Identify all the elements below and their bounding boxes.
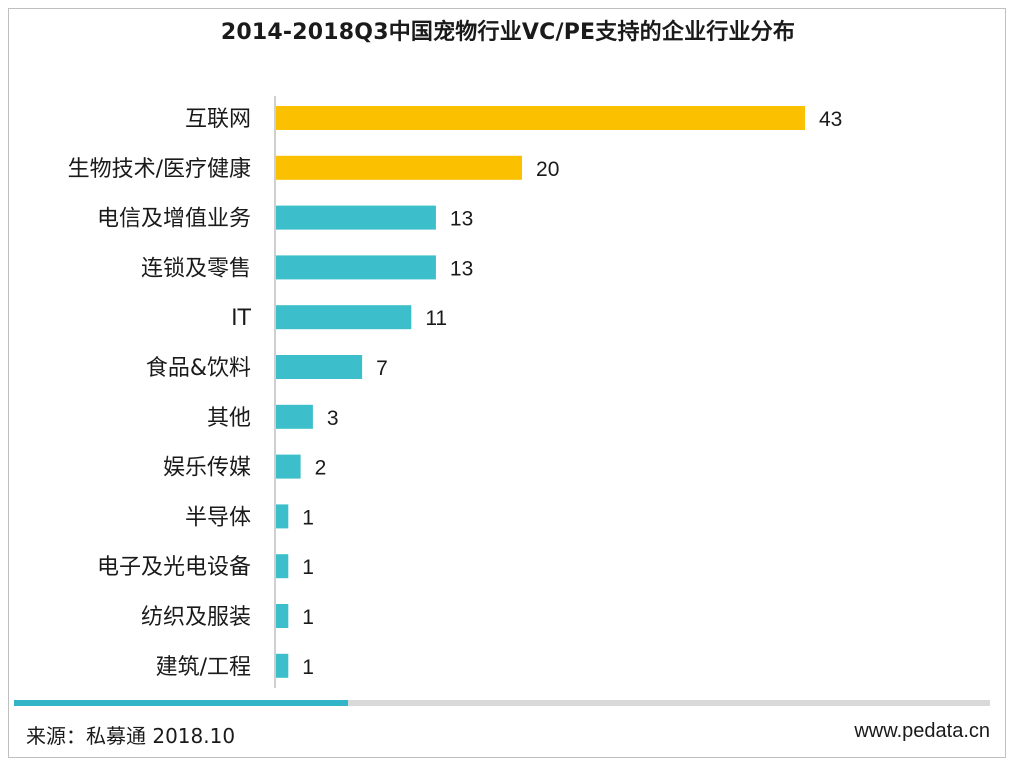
category-label: 电信及增值业务 bbox=[97, 207, 251, 232]
category-label: 娱乐传媒 bbox=[163, 456, 251, 481]
data-label: 1 bbox=[302, 656, 314, 679]
bar bbox=[276, 504, 289, 529]
data-label: 2 bbox=[315, 457, 327, 480]
website-text: www.pedata.cn bbox=[854, 720, 990, 742]
source-text: 来源：私募通 2018.10 bbox=[26, 724, 236, 748]
data-label: 20 bbox=[536, 158, 559, 181]
data-label: 1 bbox=[302, 556, 314, 579]
chart-frame bbox=[8, 8, 1006, 758]
data-label: 1 bbox=[302, 606, 314, 629]
bar bbox=[276, 205, 436, 230]
category-label: 半导体 bbox=[185, 505, 251, 530]
bar bbox=[276, 106, 805, 130]
bar bbox=[276, 305, 412, 330]
category-label: 其他 bbox=[207, 406, 251, 431]
data-label: 11 bbox=[425, 307, 447, 330]
category-label: 生物技术/医疗健康 bbox=[68, 157, 251, 182]
bar bbox=[276, 404, 313, 429]
data-label: 7 bbox=[376, 357, 388, 380]
bar bbox=[276, 255, 436, 280]
data-label: 1 bbox=[302, 506, 314, 529]
category-label: 建筑/工程 bbox=[156, 655, 251, 680]
chart-title: 2014-2018Q3中国宠物行业VC/PE支持的企业行业分布 bbox=[220, 20, 796, 45]
category-label: 连锁及零售 bbox=[141, 256, 251, 281]
category-label: 互联网 bbox=[185, 107, 251, 132]
bar bbox=[276, 604, 289, 628]
category-label: 纺织及服装 bbox=[141, 605, 251, 630]
data-label: 3 bbox=[327, 407, 339, 430]
bar bbox=[276, 155, 523, 180]
progress-fill bbox=[14, 700, 348, 706]
bar bbox=[276, 355, 363, 379]
data-label: 13 bbox=[450, 257, 473, 280]
bar bbox=[276, 554, 289, 579]
bar bbox=[276, 454, 301, 479]
data-label: 43 bbox=[819, 108, 842, 131]
category-label: 食品&饮料 bbox=[146, 356, 251, 381]
bar bbox=[276, 653, 289, 678]
category-label: 电子及光电设备 bbox=[97, 555, 251, 580]
data-label: 13 bbox=[450, 208, 473, 231]
progress-track bbox=[14, 700, 990, 706]
category-label: IT bbox=[231, 306, 251, 331]
